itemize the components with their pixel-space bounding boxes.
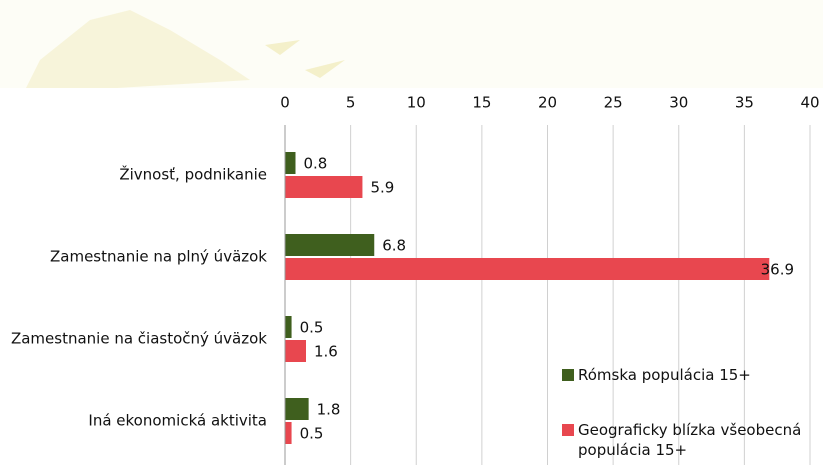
chart: 0 5 10 15 20 25 30 35 40 Živnosť, podnikanie 0.8 5.… <box>0 0 823 465</box>
value-label: 0.8 <box>304 155 328 173</box>
legend-item: Rómska populácia 15+ <box>562 365 812 385</box>
bar <box>285 340 306 362</box>
x-tick-label: 40 <box>800 94 819 112</box>
x-tick-label: 25 <box>604 94 623 112</box>
page: 0 5 10 15 20 25 30 35 40 Živnosť, podnikanie 0.8 5.… <box>0 0 823 465</box>
bar <box>285 152 296 174</box>
bar <box>285 422 292 444</box>
legend-item: Geograficky blízka všeobecná populácia 1… <box>562 420 812 460</box>
bar <box>285 234 374 256</box>
x-tick-label: 30 <box>669 94 688 112</box>
bar <box>285 316 292 338</box>
y-tick-label: Živnosť, podnikanie <box>119 165 267 184</box>
x-tick-label: 0 <box>280 94 290 112</box>
x-tick-label: 10 <box>407 94 426 112</box>
decoration <box>265 40 345 78</box>
value-label: 36.9 <box>761 261 794 279</box>
value-label: 1.6 <box>314 343 338 361</box>
value-label: 0.5 <box>300 425 324 443</box>
legend-label: Rómska populácia 15+ <box>578 365 812 385</box>
value-label: 5.9 <box>370 179 394 197</box>
bar <box>285 176 362 198</box>
x-tick-label: 35 <box>735 94 754 112</box>
x-tick-label: 15 <box>472 94 491 112</box>
x-tick-label: 20 <box>538 94 557 112</box>
y-tick-label: Iná ekonomická aktivita <box>88 412 267 430</box>
value-label: 1.8 <box>317 401 341 419</box>
y-tick-label: Zamestnanie na čiastočný úväzok <box>11 330 267 348</box>
bar <box>285 398 309 420</box>
value-label: 0.5 <box>300 319 324 337</box>
bar <box>285 258 769 280</box>
value-label: 6.8 <box>382 237 406 255</box>
y-tick-label: Zamestnanie na plný úväzok <box>50 248 267 266</box>
legend-label: Geograficky blízka všeobecná populácia 1… <box>578 420 812 460</box>
legend-swatch <box>562 424 574 436</box>
legend-swatch <box>562 369 574 381</box>
x-tick-label: 5 <box>346 94 356 112</box>
